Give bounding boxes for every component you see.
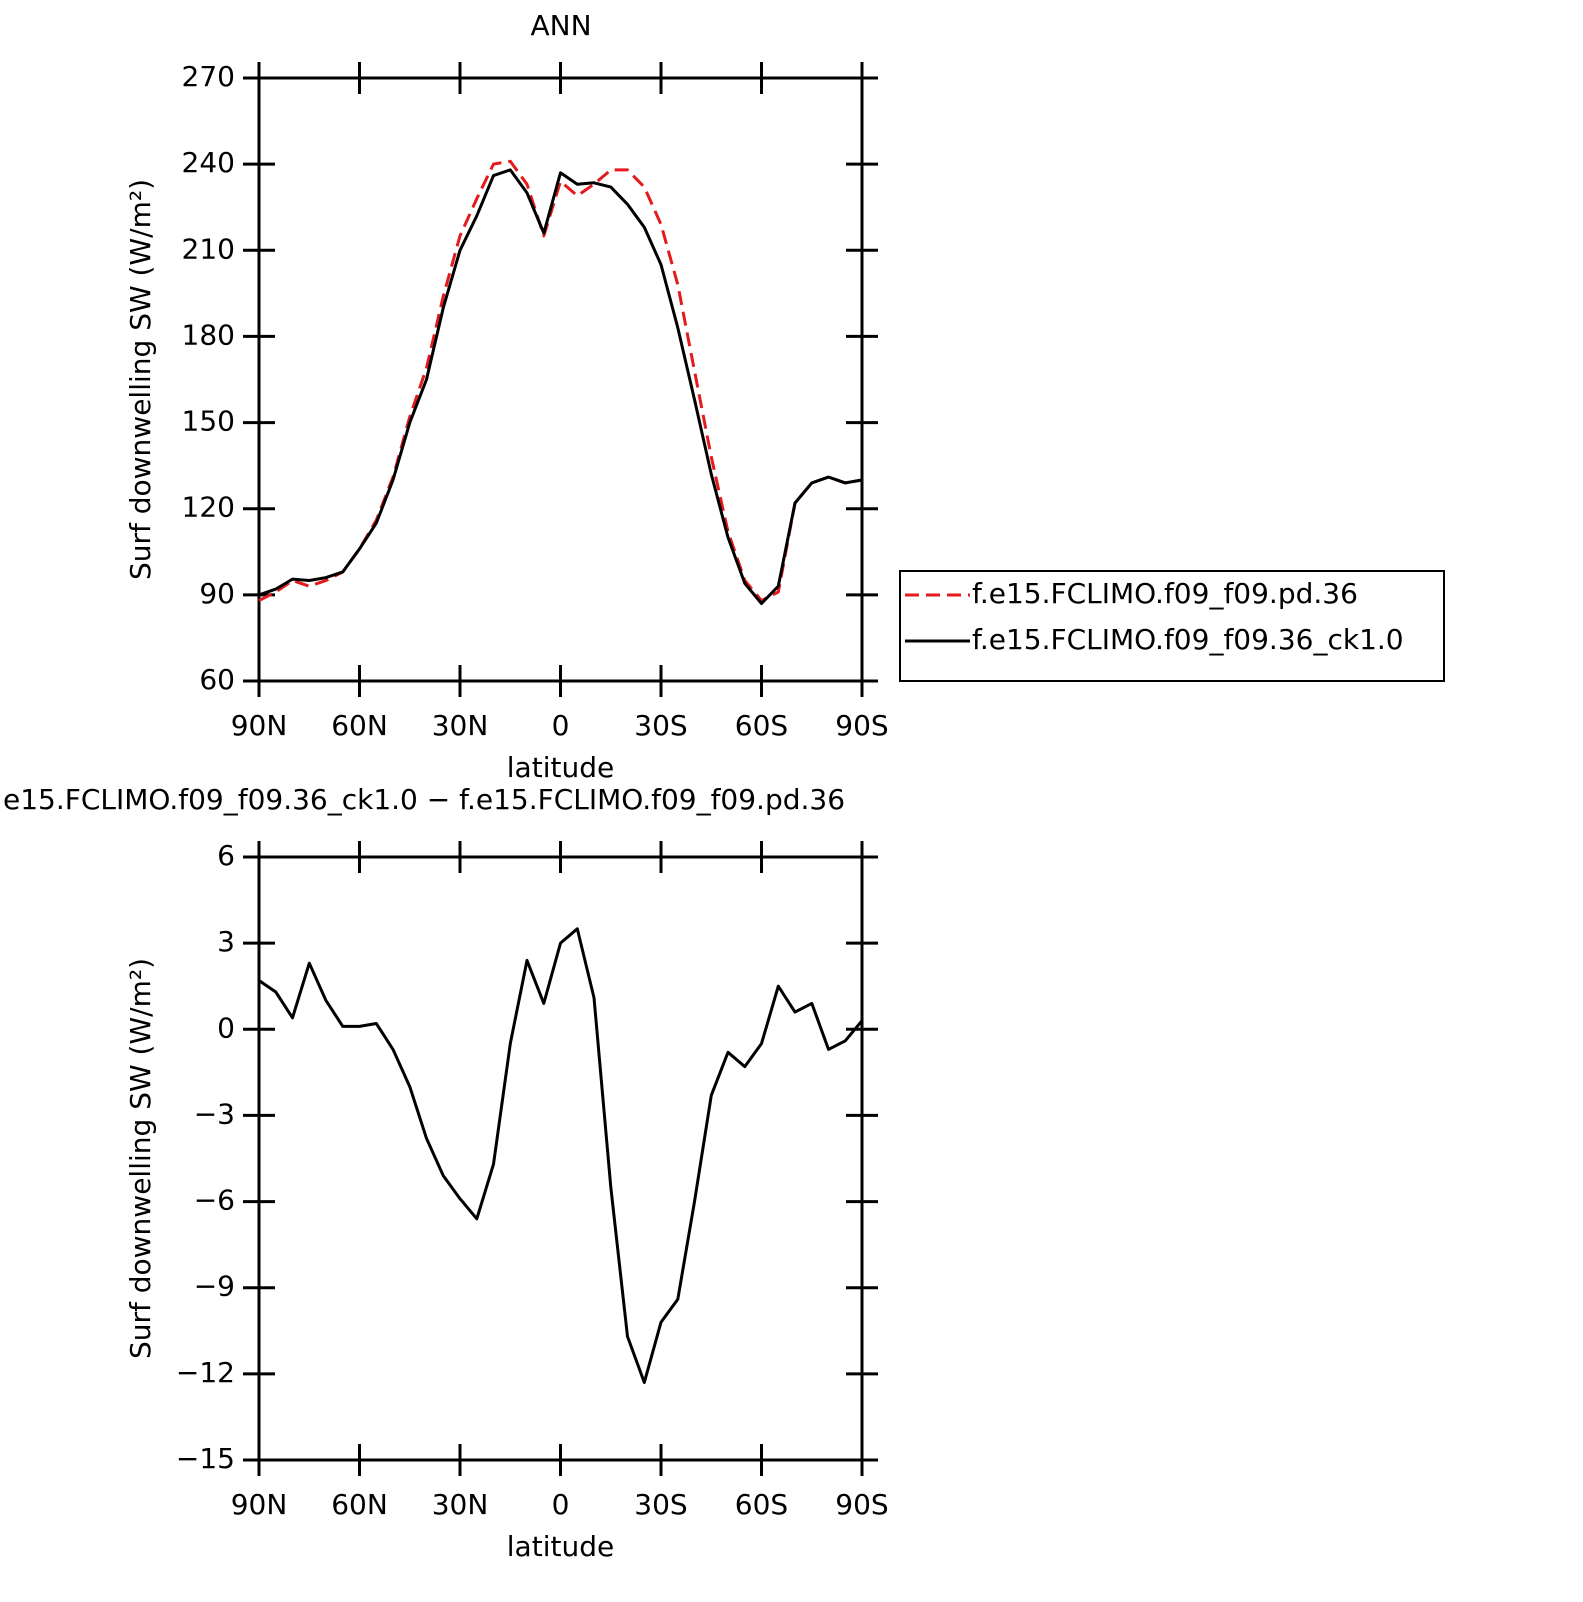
y-tick-label: 6 [217,839,235,872]
y-tick-label: −15 [176,1442,235,1475]
x-tick-label: 0 [552,709,570,742]
y-tick-label: −12 [176,1356,235,1389]
x-tick-label: 90N [231,1488,288,1521]
x-tick-label: 60S [735,709,788,742]
x-axis-label: latitude [507,1530,614,1563]
x-axis-label: latitude [507,751,614,784]
x-tick-label: 90S [835,1488,888,1521]
y-tick-label: 90 [199,577,235,610]
x-tick-label: 90S [835,709,888,742]
x-tick-label: 0 [552,1488,570,1521]
x-tick-label: 60S [735,1488,788,1521]
y-tick-label: 60 [199,663,235,696]
y-tick-label: 150 [182,405,235,438]
legend-label: f.e15.FCLIMO.f09_f09.pd.36 [972,577,1358,610]
data-line [258,159,863,603]
y-tick-label: 120 [182,491,235,524]
y-tick-label: −6 [194,1184,235,1217]
x-tick-label: 30S [634,1488,687,1521]
y-tick-label: 270 [182,60,235,93]
plot-frame [257,76,864,683]
x-tick-label: 30N [432,1488,489,1521]
legend-label: f.e15.FCLIMO.f09_f09.36_ck1.0 [972,623,1404,656]
y-tick-label: 0 [217,1011,235,1044]
data-line [258,168,863,605]
chart-title: ANN [530,9,591,42]
chart-title: e15.FCLIMO.f09_f09.36_ck1.0 − f.e15.FCLI… [3,783,845,816]
y-axis-label: Surf downwelling SW (W/m²) [124,958,157,1359]
x-tick-label: 60N [331,709,388,742]
y-tick-label: 180 [182,318,235,351]
y-axis-label: Surf downwelling SW (W/m²) [124,179,157,580]
y-tick-label: 3 [217,925,235,958]
y-tick-label: −9 [194,1270,235,1303]
x-tick-label: 30S [634,709,687,742]
y-tick-label: 240 [182,146,235,179]
x-tick-label: 60N [331,1488,388,1521]
legend-box [899,570,1445,682]
y-tick-label: 210 [182,232,235,265]
data-line [258,927,864,1384]
x-tick-label: 90N [231,709,288,742]
y-tick-label: −3 [194,1097,235,1130]
x-tick-label: 30N [432,709,489,742]
